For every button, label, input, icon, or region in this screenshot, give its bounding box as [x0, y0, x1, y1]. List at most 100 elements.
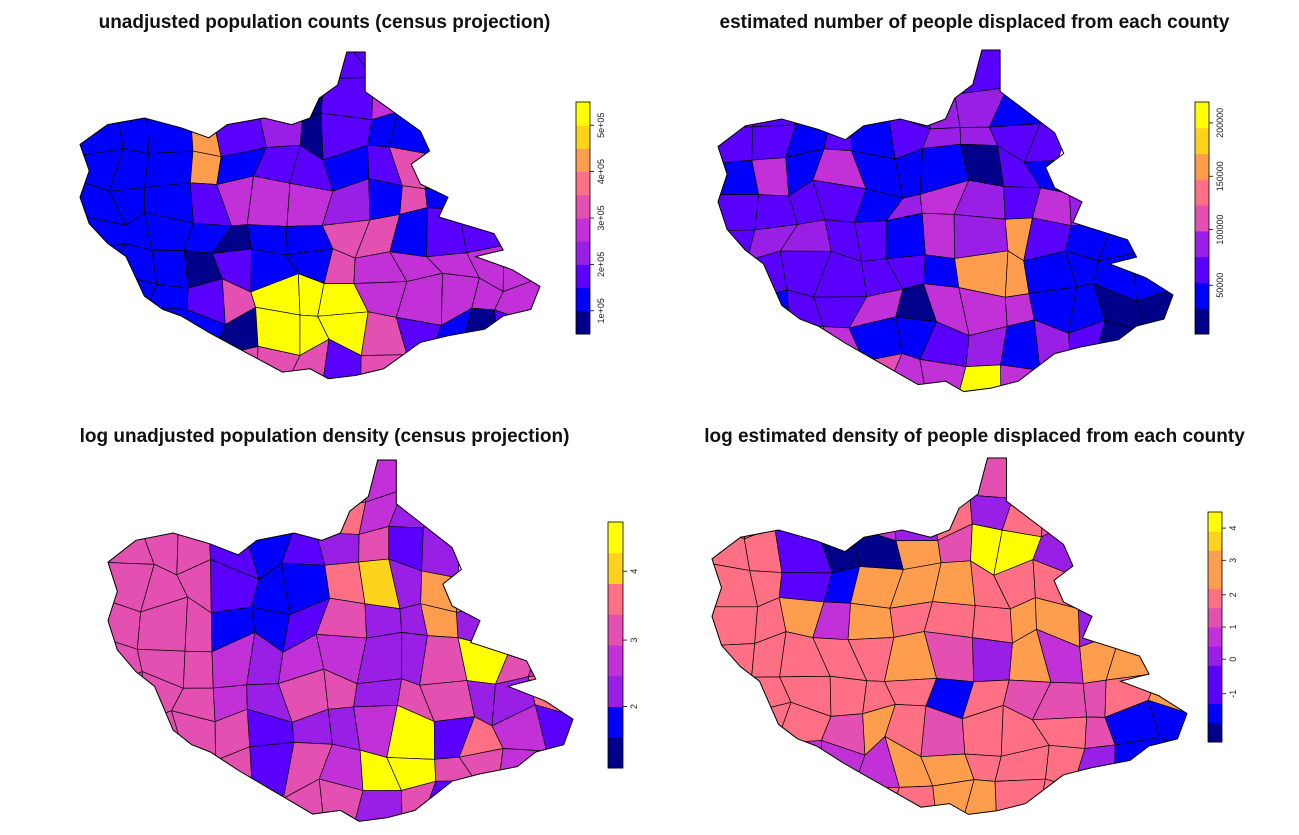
legend-color-step	[608, 706, 623, 738]
map-panel-population-counts: unadjusted population counts (census pro…	[0, 0, 649, 417]
county-region	[923, 254, 960, 289]
legend-color-step	[608, 645, 623, 677]
county-region	[281, 524, 326, 566]
county-region	[364, 603, 403, 639]
county-region	[954, 50, 1008, 95]
country-outline	[107, 459, 574, 822]
legend-color-step	[576, 148, 590, 173]
county-region	[1105, 631, 1160, 681]
legend-color-step	[1208, 665, 1222, 685]
legend-tick-label: 200000	[1215, 108, 1225, 138]
county-region	[885, 212, 926, 259]
county-region	[80, 243, 127, 288]
legend-color-step	[608, 552, 623, 584]
county-region	[1095, 319, 1149, 358]
county-region	[775, 740, 822, 780]
legend-color-step	[576, 241, 590, 265]
legend-color-step	[608, 675, 623, 707]
legend-color-step	[576, 218, 590, 242]
county-region	[972, 637, 1013, 683]
legend-tick-label: 5e+05	[596, 113, 606, 138]
county-region	[718, 126, 754, 164]
county-regions	[711, 457, 1188, 815]
legend-color-step	[1208, 607, 1222, 628]
county-regions	[107, 459, 574, 822]
county-region	[151, 249, 189, 289]
county-region	[144, 150, 194, 188]
legend-color-step	[576, 287, 590, 312]
legend-color-step	[576, 102, 590, 126]
legend-color-step	[1208, 531, 1222, 551]
country-outline	[717, 49, 1174, 393]
choropleth-map: 2 3 4	[107, 459, 639, 822]
choropleth-map: 1e+05 2e+05 3e+05 4e+05 5e+05	[79, 51, 606, 380]
legend-color-step	[1208, 722, 1222, 743]
county-region	[718, 194, 760, 232]
county-region	[322, 338, 362, 379]
legend-tick-label: 4e+05	[596, 159, 606, 184]
legend-tick-label: -1	[1228, 690, 1238, 698]
county-region	[1078, 600, 1122, 648]
county-region	[718, 229, 756, 262]
county-region	[774, 525, 833, 574]
legend-color-step	[1208, 512, 1222, 532]
county-region	[1159, 736, 1187, 793]
legend-color-step	[576, 125, 590, 149]
county-region	[929, 81, 961, 130]
county-region	[498, 748, 548, 785]
legend-color-step	[1195, 102, 1209, 129]
legend-color-step	[576, 171, 590, 196]
county-region	[368, 178, 403, 221]
choropleth-map: -1 0 1 2 3 4	[711, 457, 1238, 815]
color-legend: 2 3 4	[607, 521, 639, 769]
county-region	[892, 487, 939, 542]
county-region	[994, 778, 1046, 815]
legend-tick-label: 3e+05	[596, 205, 606, 230]
county-region	[750, 289, 791, 327]
legend-color-step	[608, 522, 623, 554]
county-region	[823, 108, 852, 152]
county-region	[712, 525, 751, 572]
county-region	[424, 150, 477, 190]
legend-tick-label: 4	[1228, 526, 1238, 531]
country-outline	[711, 457, 1188, 815]
legend-color-step	[576, 264, 590, 289]
legend-color-step	[1208, 646, 1222, 666]
legend-color-step	[1208, 627, 1222, 647]
county-region	[456, 564, 506, 613]
legend-tick-label: 100000	[1215, 215, 1225, 245]
legend-color-step	[1208, 588, 1222, 609]
color-legend: -1 0 1 2 3 4	[1207, 511, 1238, 743]
legend-tick-label: 150000	[1215, 161, 1225, 191]
county-region	[534, 704, 573, 752]
county-region	[146, 306, 190, 344]
county-region	[422, 488, 459, 529]
legend-color-step	[1208, 550, 1222, 570]
map-panel-population-density: log unadjusted population density (censu…	[0, 418, 649, 835]
legend-frame	[1194, 101, 1210, 335]
county-region	[860, 353, 903, 392]
legend-tick-label: 50000	[1215, 273, 1225, 298]
county-region	[718, 76, 763, 129]
legend-tick-label: 4	[629, 569, 639, 574]
county-region	[211, 345, 259, 379]
county-region	[108, 530, 155, 565]
country-outline	[79, 51, 541, 380]
county-region	[1001, 490, 1042, 538]
county-region	[829, 675, 868, 717]
legend-color-step	[1208, 703, 1222, 724]
legend-tick-label: 0	[1228, 657, 1238, 662]
county-regions	[79, 51, 541, 380]
legend-tick-label: 3	[1228, 558, 1238, 563]
county-region	[108, 671, 144, 722]
county-region	[784, 325, 833, 370]
legend-color-step	[576, 194, 590, 219]
legend-color-step	[1195, 256, 1209, 283]
county-region	[972, 605, 1013, 644]
county-region	[426, 207, 468, 258]
panel-title: log estimated density of people displace…	[704, 426, 1245, 447]
legend-tick-label: 1	[1228, 624, 1238, 629]
legend-color-step	[1195, 230, 1209, 258]
color-legend: 1e+05 2e+05 3e+05 4e+05 5e+05	[575, 101, 606, 335]
legend-color-step	[1208, 569, 1222, 590]
